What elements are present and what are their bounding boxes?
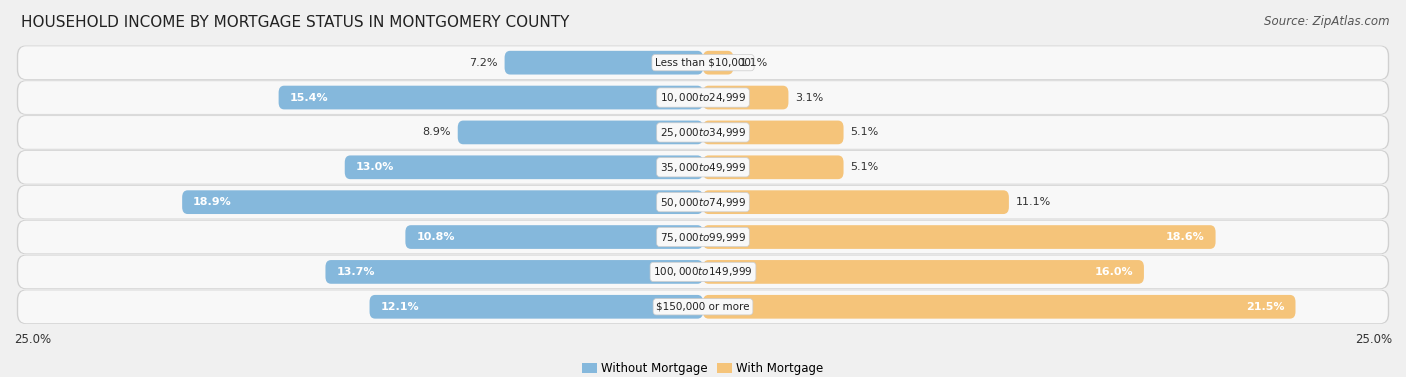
Text: Less than $10,000: Less than $10,000 xyxy=(655,58,751,68)
FancyBboxPatch shape xyxy=(18,221,1388,253)
FancyBboxPatch shape xyxy=(703,225,1216,249)
Text: 16.0%: 16.0% xyxy=(1094,267,1133,277)
Text: 15.4%: 15.4% xyxy=(290,92,328,103)
FancyBboxPatch shape xyxy=(505,51,703,75)
FancyBboxPatch shape xyxy=(703,295,1295,319)
Text: Source: ZipAtlas.com: Source: ZipAtlas.com xyxy=(1264,15,1389,28)
Text: HOUSEHOLD INCOME BY MORTGAGE STATUS IN MONTGOMERY COUNTY: HOUSEHOLD INCOME BY MORTGAGE STATUS IN M… xyxy=(21,15,569,30)
FancyBboxPatch shape xyxy=(18,81,1388,114)
FancyBboxPatch shape xyxy=(17,115,1389,150)
FancyBboxPatch shape xyxy=(18,256,1388,288)
FancyBboxPatch shape xyxy=(18,186,1388,219)
FancyBboxPatch shape xyxy=(18,116,1388,149)
FancyBboxPatch shape xyxy=(17,150,1389,184)
FancyBboxPatch shape xyxy=(703,86,789,109)
FancyBboxPatch shape xyxy=(405,225,703,249)
FancyBboxPatch shape xyxy=(703,121,844,144)
FancyBboxPatch shape xyxy=(458,121,703,144)
Text: 7.2%: 7.2% xyxy=(470,58,498,68)
Text: 13.7%: 13.7% xyxy=(336,267,375,277)
FancyBboxPatch shape xyxy=(18,151,1388,184)
Text: $25,000 to $34,999: $25,000 to $34,999 xyxy=(659,126,747,139)
FancyBboxPatch shape xyxy=(183,190,703,214)
FancyBboxPatch shape xyxy=(703,260,1144,284)
Text: 1.1%: 1.1% xyxy=(740,58,769,68)
Text: 25.0%: 25.0% xyxy=(1355,333,1392,346)
Text: 3.1%: 3.1% xyxy=(796,92,824,103)
FancyBboxPatch shape xyxy=(17,185,1389,219)
Text: $100,000 to $149,999: $100,000 to $149,999 xyxy=(654,265,752,278)
Text: 10.8%: 10.8% xyxy=(416,232,456,242)
FancyBboxPatch shape xyxy=(703,155,844,179)
Text: 12.1%: 12.1% xyxy=(381,302,419,312)
FancyBboxPatch shape xyxy=(370,295,703,319)
FancyBboxPatch shape xyxy=(17,290,1389,324)
Text: 11.1%: 11.1% xyxy=(1015,197,1052,207)
Text: 5.1%: 5.1% xyxy=(851,127,879,138)
FancyBboxPatch shape xyxy=(17,255,1389,289)
Text: $150,000 or more: $150,000 or more xyxy=(657,302,749,312)
FancyBboxPatch shape xyxy=(18,290,1388,323)
FancyBboxPatch shape xyxy=(18,46,1388,79)
Text: 18.6%: 18.6% xyxy=(1166,232,1205,242)
FancyBboxPatch shape xyxy=(278,86,703,109)
FancyBboxPatch shape xyxy=(17,46,1389,80)
Text: 13.0%: 13.0% xyxy=(356,162,394,172)
FancyBboxPatch shape xyxy=(344,155,703,179)
FancyBboxPatch shape xyxy=(325,260,703,284)
FancyBboxPatch shape xyxy=(703,51,734,75)
Text: 8.9%: 8.9% xyxy=(422,127,451,138)
Text: $50,000 to $74,999: $50,000 to $74,999 xyxy=(659,196,747,208)
Legend: Without Mortgage, With Mortgage: Without Mortgage, With Mortgage xyxy=(578,357,828,377)
Text: $10,000 to $24,999: $10,000 to $24,999 xyxy=(659,91,747,104)
FancyBboxPatch shape xyxy=(703,190,1010,214)
Text: $75,000 to $99,999: $75,000 to $99,999 xyxy=(659,231,747,244)
Text: 21.5%: 21.5% xyxy=(1246,302,1285,312)
Text: 18.9%: 18.9% xyxy=(193,197,232,207)
Text: $35,000 to $49,999: $35,000 to $49,999 xyxy=(659,161,747,174)
Text: 5.1%: 5.1% xyxy=(851,162,879,172)
FancyBboxPatch shape xyxy=(17,80,1389,115)
Text: 25.0%: 25.0% xyxy=(14,333,51,346)
FancyBboxPatch shape xyxy=(17,220,1389,254)
